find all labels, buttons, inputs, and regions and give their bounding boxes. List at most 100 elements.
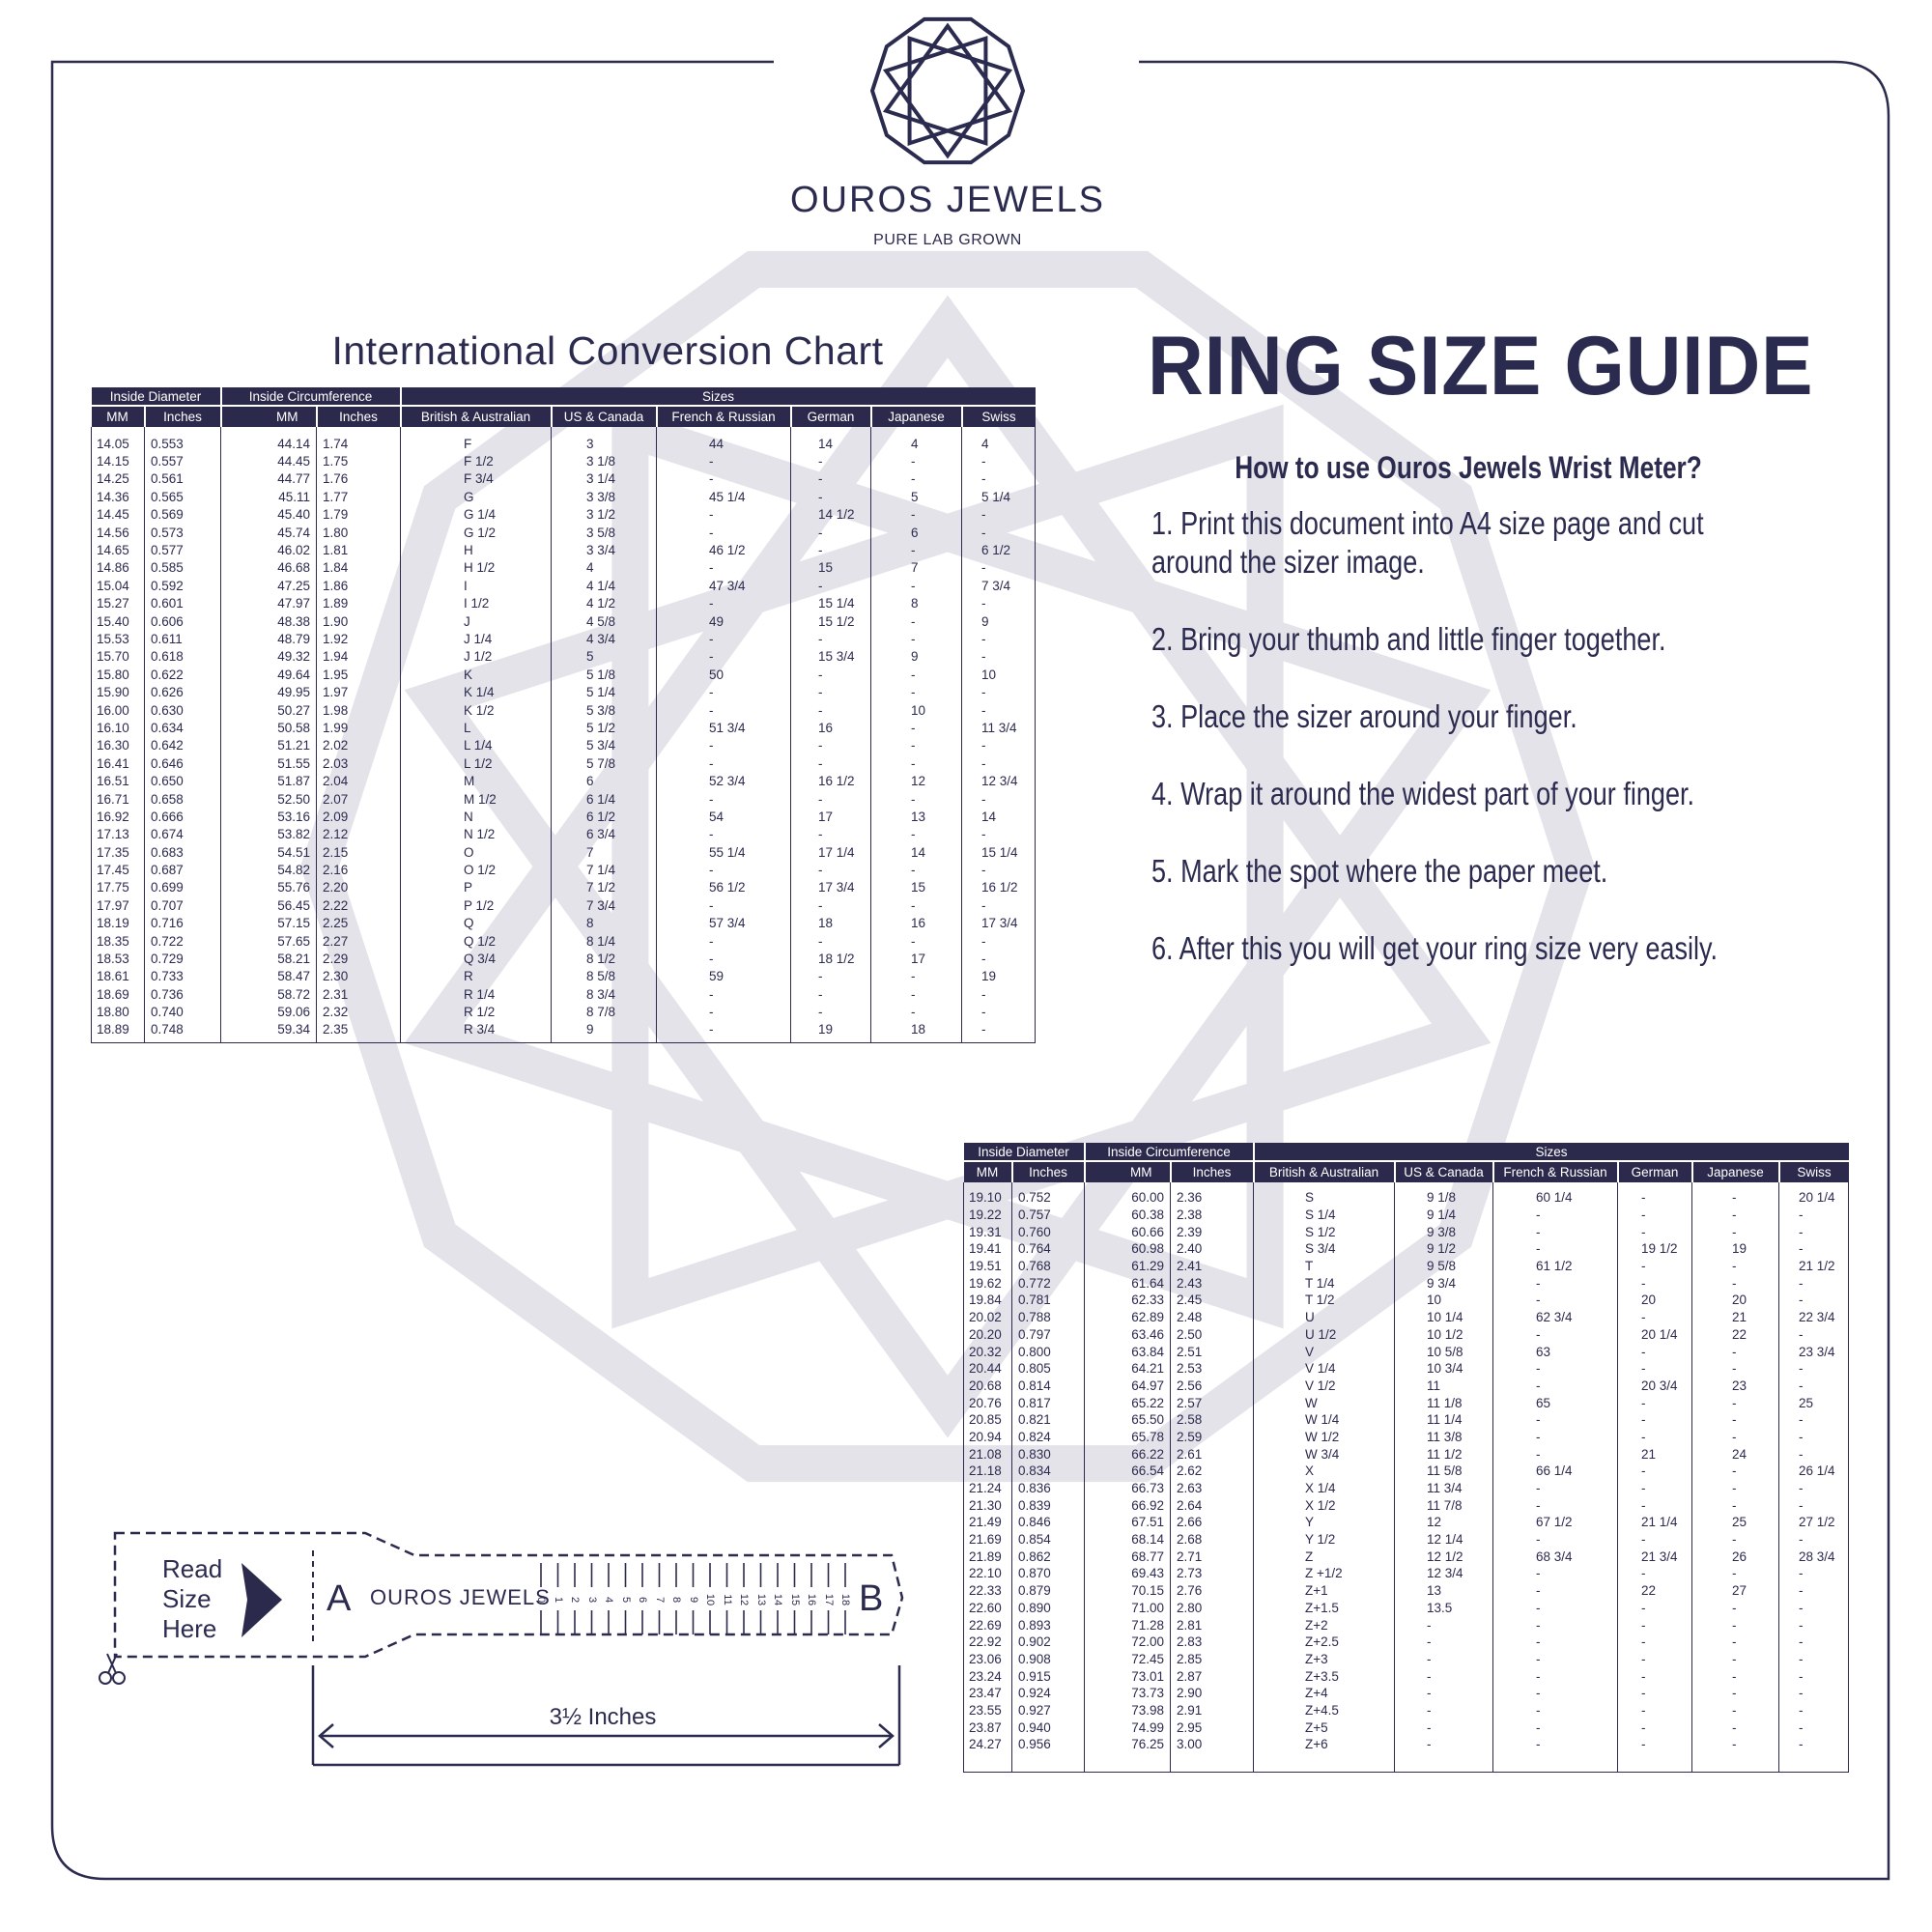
table-cell: 0.768 <box>1011 1257 1085 1275</box>
table-cell: 11 1/8 <box>1394 1394 1493 1411</box>
table-cell: 60.00 <box>1084 1182 1171 1207</box>
logo-icon <box>869 16 1026 165</box>
table-cell: 8 3/4 <box>551 985 657 1004</box>
table-cell: - <box>961 594 1036 612</box>
table-cell: - <box>656 469 791 489</box>
table-cell: 4 1/4 <box>551 577 657 595</box>
table-cell: - <box>961 700 1036 720</box>
table-cell: 12 <box>1394 1514 1493 1531</box>
column-header: US & Canada <box>550 406 657 427</box>
column-header: Japanese <box>1690 1161 1779 1182</box>
table-cell: 2.57 <box>1170 1394 1254 1411</box>
table-cell: W <box>1253 1394 1395 1411</box>
instruction-step: 5. Mark the spot where the paper meet. <box>1151 853 1608 889</box>
table-cell: - <box>870 754 962 773</box>
table-cell: - <box>1778 1684 1849 1702</box>
table-cell: 16 1/2 <box>790 772 871 790</box>
table-cell: 0.740 <box>144 1003 221 1021</box>
table-cell: 3 3/8 <box>551 488 657 506</box>
table-cell: 12 1/2 <box>1394 1548 1493 1566</box>
table-row: 18.61 0.733 58.47 2.30 R 8 5/8 59- -19 <box>92 967 1036 986</box>
table-row: 21.69 0.854 68.14 2.68 Y 1/2 12 1/4- - - - <box>964 1530 1849 1548</box>
table-cell: 0.797 <box>1011 1325 1085 1344</box>
column-group-header: Inside Diameter <box>91 387 221 407</box>
column-header: Inches <box>143 406 221 427</box>
table-cell: V 1/2 <box>1253 1377 1395 1395</box>
table-cell: - <box>870 967 962 986</box>
column-header: British & Australian <box>1252 1161 1395 1182</box>
table-cell: 17.13 <box>97 827 129 842</box>
table-cell: 12 3/4 <box>961 772 1036 790</box>
table-cell: - <box>1778 1206 1849 1224</box>
table-cell: 5 <box>870 488 962 506</box>
table-cell: 56.45 <box>220 896 317 915</box>
table-cell: R 1/4 <box>400 985 552 1004</box>
table-cell: S <box>1253 1182 1395 1207</box>
table-cell: 2.71 <box>1170 1548 1254 1566</box>
table-cell: 0.748 <box>144 1020 221 1043</box>
table-cell: 15 1/2 <box>790 611 871 631</box>
table-cell: 2.30 <box>316 967 401 986</box>
table-cell: K 1/4 <box>400 683 552 701</box>
table-cell: 50.58 <box>220 719 317 737</box>
scale-number: 17 <box>822 1593 835 1606</box>
table-cell: 11 7/8 <box>1394 1496 1493 1515</box>
table-cell: - <box>870 1003 962 1021</box>
table-cell: 19 1/2 <box>1617 1240 1692 1258</box>
table-cell: 0.573 <box>144 523 221 542</box>
table-cell: 24 <box>1691 1445 1779 1463</box>
table-cell: W 3/4 <box>1253 1445 1395 1463</box>
table-cell: T 1/4 <box>1253 1274 1395 1293</box>
table-cell: - <box>870 577 962 595</box>
table-row: 20.02 0.788 62.89 2.48 U 10 1/4 62 3/4-21 22 3/… <box>964 1308 1849 1326</box>
table-cell: - <box>1617 1496 1692 1515</box>
table-cell: 21.89 <box>969 1548 1002 1564</box>
table-cell: 19.31 <box>969 1224 1002 1239</box>
table-cell: 21.24 <box>969 1481 1002 1496</box>
table-cell: 2.40 <box>1170 1240 1254 1258</box>
table-cell: 23 3/4 <box>1778 1343 1849 1360</box>
table-cell: 2.15 <box>316 842 401 862</box>
table-cell: 0.674 <box>144 825 221 843</box>
chart-title: International Conversion Chart <box>331 328 884 373</box>
table-cell: - <box>870 666 962 684</box>
table-cell: - <box>1394 1719 1493 1736</box>
column-header: Inches <box>1169 1161 1254 1182</box>
table-cell: - <box>870 683 962 701</box>
table-cell: 5 3/8 <box>551 700 657 720</box>
table-row: 18.19 0.716 57.15 2.25 Q 8 57 3/4 18 16 17 3/4 <box>92 914 1036 932</box>
scale-number: 13 <box>754 1593 767 1606</box>
table-cell: 20 <box>1617 1292 1692 1309</box>
table-row: 20.76 0.817 65.22 2.57 W 11 1/8 65- -25 <box>964 1394 1849 1411</box>
table-cell: - <box>790 967 871 986</box>
table-cell: - <box>1778 1223 1849 1241</box>
table-cell: 56 1/2 <box>656 878 791 897</box>
table-cell: - <box>870 861 962 879</box>
table-cell: - <box>1492 1410 1618 1429</box>
table-cell: Q <box>400 914 552 932</box>
table-row: 18.80 0.740 59.06 2.32 R 1/2 8 7/8- - - - <box>92 1003 1036 1021</box>
table-cell: - <box>1394 1736 1493 1773</box>
table-cell: - <box>1691 1274 1779 1293</box>
table-cell: 12 1/4 <box>1394 1530 1493 1548</box>
table-cell: 6 1/4 <box>551 789 657 809</box>
table-cell: 27 1/2 <box>1778 1514 1849 1531</box>
table-cell: 11 5/8 <box>1394 1463 1493 1480</box>
scale-number: 14 <box>772 1593 783 1606</box>
table-cell: 19.62 <box>969 1275 1002 1291</box>
table-cell: 0.585 <box>144 558 221 578</box>
table-cell: 7 1/2 <box>551 878 657 897</box>
table-cell: - <box>656 452 791 470</box>
table-cell: 0.839 <box>1011 1496 1085 1515</box>
table-row: 21.24 0.836 66.73 2.63 X 1/4 11 3/4- - - - <box>964 1479 1849 1497</box>
table-row: 22.69 0.893 71.28 2.81 Z+2- - - - - <box>964 1616 1849 1634</box>
table-cell: - <box>1617 1565 1692 1582</box>
table-cell: 0.622 <box>144 666 221 684</box>
table-cell: - <box>790 469 871 489</box>
table-cell: 44.45 <box>220 452 317 470</box>
table-cell: 57.65 <box>220 931 317 951</box>
table-cell: 8 1/4 <box>551 931 657 951</box>
table-cell: 15 1/4 <box>961 842 1036 862</box>
table-cell: R 3/4 <box>400 1020 552 1043</box>
table-cell: 10 <box>1394 1292 1493 1309</box>
